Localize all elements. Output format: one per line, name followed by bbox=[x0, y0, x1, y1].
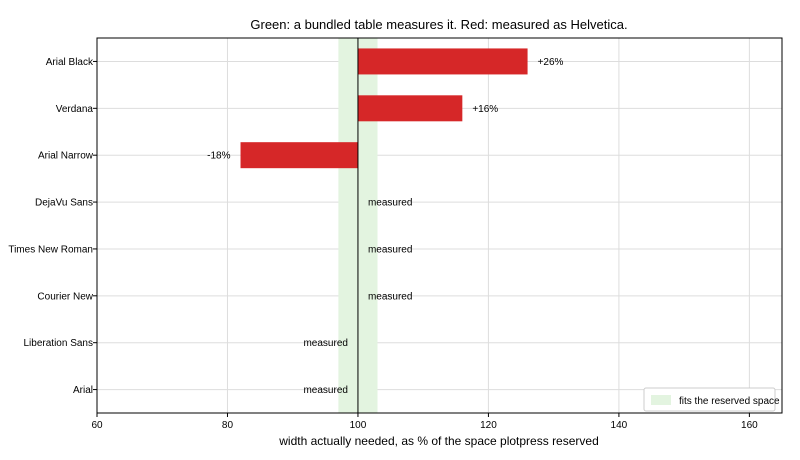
x-axis: 60 80 100 120 140 160 bbox=[91, 413, 758, 431]
data-labels: +26% +16% -18% measured measured measured meas… bbox=[207, 57, 563, 396]
x-tick-label: 100 bbox=[350, 420, 367, 431]
legend-swatch bbox=[651, 395, 671, 405]
data-label: measured bbox=[368, 244, 412, 255]
data-label: measured bbox=[303, 338, 347, 349]
chart-title: Green: a bundled table measures it. Red:… bbox=[250, 17, 627, 32]
plot-frame bbox=[96, 37, 783, 414]
data-label: measured bbox=[368, 198, 412, 209]
y-tick-label: Arial Black bbox=[46, 57, 94, 68]
y-tick-label: DejaVu Sans bbox=[35, 198, 93, 209]
legend-box bbox=[643, 387, 776, 412]
data-label: -18% bbox=[207, 151, 230, 162]
x-axis-label: width actually needed, as % of the space… bbox=[278, 434, 599, 448]
y-tick-label: Liberation Sans bbox=[24, 338, 94, 349]
y-tick-label: Arial Narrow bbox=[38, 151, 94, 162]
bar bbox=[240, 142, 358, 169]
legend: fits the reserved space bbox=[643, 387, 780, 412]
x-tick-label: 160 bbox=[741, 420, 758, 431]
y-tick-label: Courier New bbox=[37, 291, 93, 302]
x-tick-label: 140 bbox=[611, 420, 628, 431]
data-label: +16% bbox=[472, 104, 498, 115]
legend-label: fits the reserved space bbox=[679, 396, 780, 407]
y-tick-label: Verdana bbox=[56, 104, 94, 115]
data-label: measured bbox=[368, 291, 412, 302]
x-tick-label: 60 bbox=[91, 420, 103, 431]
bars bbox=[240, 48, 528, 169]
x-tick-label: 120 bbox=[480, 420, 497, 431]
y-tick-label: Arial bbox=[73, 385, 93, 396]
grid bbox=[96, 38, 782, 413]
bar bbox=[357, 48, 528, 75]
data-label: measured bbox=[303, 385, 347, 396]
bar bbox=[357, 95, 463, 122]
y-tick-label: Times New Roman bbox=[8, 244, 93, 255]
data-label: +26% bbox=[538, 57, 564, 68]
x-tick-label: 80 bbox=[222, 420, 234, 431]
y-axis: Arial Black Verdana Arial Narrow DejaVu San… bbox=[8, 57, 97, 396]
